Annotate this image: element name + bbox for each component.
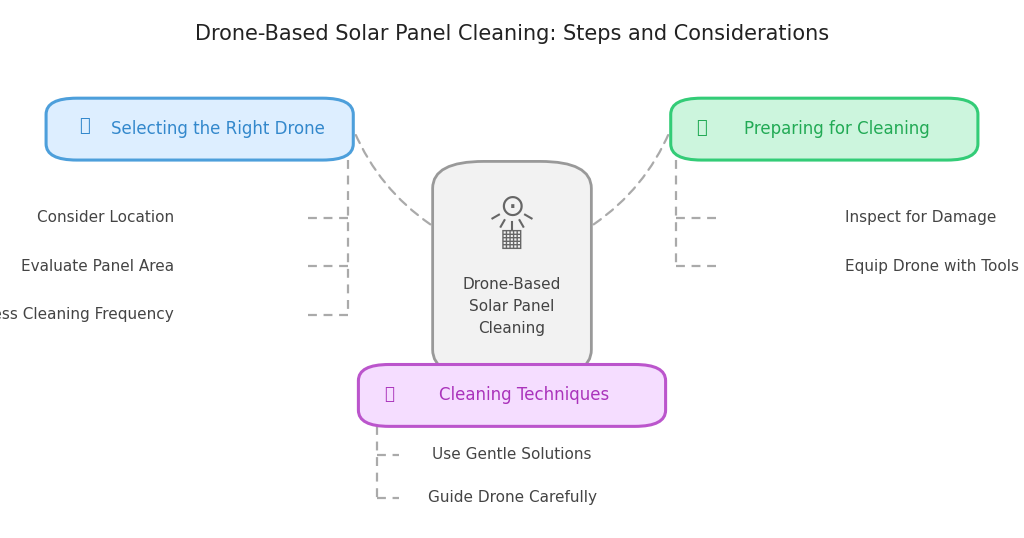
Text: Assess Cleaning Frequency: Assess Cleaning Frequency [0,307,174,322]
Text: Cleaning Techniques: Cleaning Techniques [439,386,609,405]
Text: 🚁: 🚁 [80,117,90,136]
Text: Use Gentle Solutions: Use Gentle Solutions [432,447,592,462]
Text: Consider Location: Consider Location [37,210,174,225]
FancyBboxPatch shape [432,161,592,377]
Text: Inspect for Damage: Inspect for Damage [845,210,996,225]
Text: 🧴: 🧴 [696,119,707,137]
Text: ✨: ✨ [384,385,394,404]
Text: ▦: ▦ [500,228,524,251]
Text: ⊙: ⊙ [500,193,524,222]
Text: Evaluate Panel Area: Evaluate Panel Area [20,259,174,274]
FancyBboxPatch shape [358,365,666,426]
Text: Drone-Based Solar Panel Cleaning: Steps and Considerations: Drone-Based Solar Panel Cleaning: Steps … [195,24,829,44]
FancyBboxPatch shape [46,98,353,160]
Text: Drone-Based
Solar Panel
Cleaning: Drone-Based Solar Panel Cleaning [463,277,561,336]
Text: Equip Drone with Tools: Equip Drone with Tools [845,259,1019,274]
Text: Guide Drone Carefully: Guide Drone Carefully [427,490,597,505]
FancyBboxPatch shape [671,98,978,160]
Text: Selecting the Right Drone: Selecting the Right Drone [112,120,325,138]
Text: Preparing for Cleaning: Preparing for Cleaning [743,120,930,138]
